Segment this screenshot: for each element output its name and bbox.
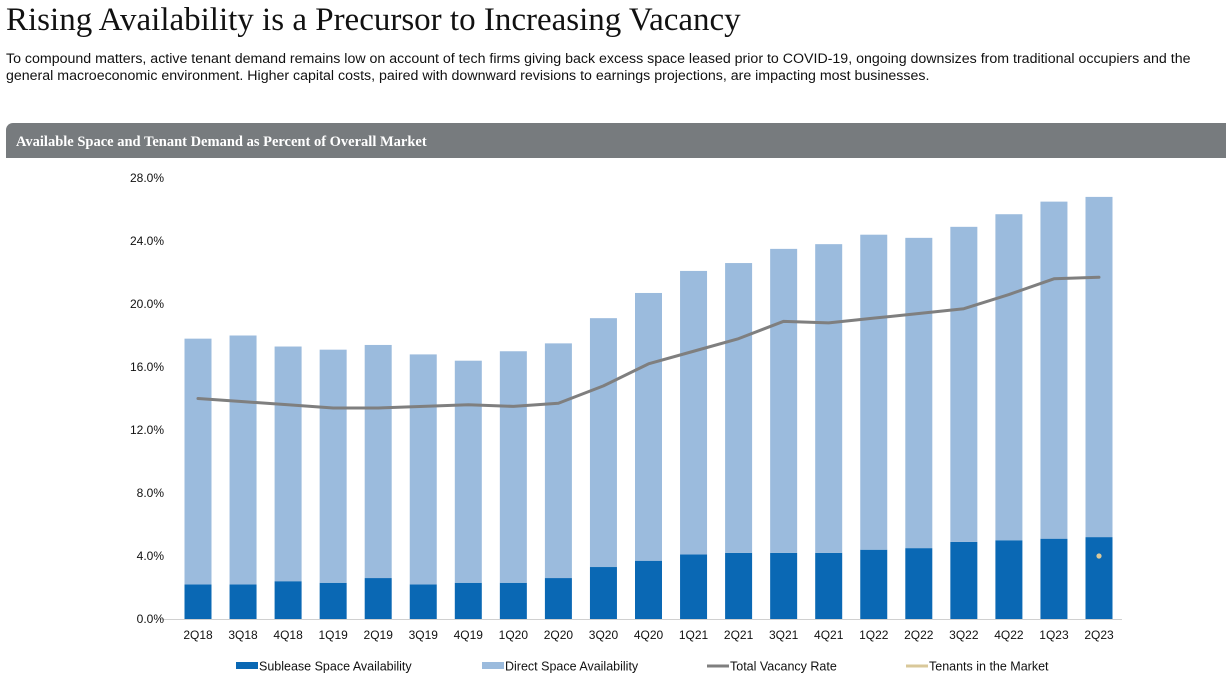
line-total-vacancy-rate (196, 275, 1101, 410)
bar-direct-2Q20 (544, 343, 572, 579)
page-title: Rising Availability is a Precursor to In… (6, 2, 741, 38)
y-tick-label: 8.0% (137, 486, 165, 500)
bar-direct-4Q22 (995, 214, 1023, 541)
bar-sublease-3Q19 (409, 584, 437, 619)
x-tick-label: 2Q23 (1084, 628, 1114, 642)
y-tick-label: 16.0% (130, 360, 164, 374)
x-tick-label: 4Q18 (273, 628, 303, 642)
legend-item: Direct Space Availability (482, 660, 639, 673)
bar-sublease-2Q22 (905, 548, 933, 619)
page-subtitle: To compound matters, active tenant deman… (6, 51, 1191, 84)
x-tick-label: 1Q21 (679, 628, 709, 642)
x-tick-label: 1Q22 (859, 628, 889, 642)
y-tick-label: 20.0% (130, 297, 164, 311)
x-tick-label: 2Q18 (183, 628, 213, 642)
axes-layer: 0.0% 4.0% 8.0% 12.0% 16.0% 20.0% 24.0% 28.0% 2Q1… (130, 171, 1122, 642)
bar-direct-4Q19 (454, 360, 482, 583)
legend: Sublease Space Availability Direct Space … (236, 660, 1049, 673)
bar-sublease-3Q18 (229, 584, 257, 619)
y-tick-label: 24.0% (130, 234, 164, 248)
legend-item: Tenants in the Market (906, 660, 1049, 673)
bar-direct-2Q22 (905, 237, 933, 549)
legend-label: Tenants in the Market (929, 660, 1049, 673)
x-tick-label: 1Q20 (499, 628, 529, 642)
bar-sublease-2Q23 (1085, 537, 1113, 619)
x-tick-label: 3Q18 (228, 628, 258, 642)
bar-direct-1Q21 (680, 270, 708, 555)
legend-label: Sublease Space Availability (259, 660, 412, 673)
bar-sublease-4Q21 (815, 552, 843, 619)
bar-layer (184, 196, 1113, 619)
bar-sublease-1Q23 (1040, 538, 1068, 619)
bar-sublease-1Q20 (499, 582, 527, 619)
bar-sublease-3Q22 (950, 541, 978, 619)
bar-direct-1Q19 (319, 349, 347, 583)
marker-tenants-in-market-2Q23 (1096, 553, 1102, 559)
bar-direct-2Q21 (725, 263, 753, 553)
bar-sublease-2Q19 (364, 578, 392, 619)
bar-direct-3Q19 (409, 354, 437, 585)
bar-sublease-4Q18 (274, 581, 302, 619)
legend-item: Sublease Space Availability (236, 660, 412, 673)
bar-sublease-1Q19 (319, 582, 347, 619)
chart-title: Available Space and Tenant Demand as Per… (16, 134, 427, 150)
legend-item: Total Vacancy Rate (707, 660, 837, 673)
y-tick-label: 4.0% (137, 549, 165, 563)
chart-canvas: 0.0% 4.0% 8.0% 12.0% 16.0% 20.0% 24.0% 28.0% 2Q1… (130, 171, 1122, 673)
x-tick-label: 4Q20 (634, 628, 664, 642)
chart-title-band: Available Space and Tenant Demand as Per… (6, 123, 1226, 158)
bar-sublease-1Q22 (860, 549, 888, 619)
legend-swatch (236, 662, 258, 669)
bar-direct-4Q21 (815, 244, 843, 553)
bar-direct-1Q23 (1040, 201, 1068, 539)
legend-label: Total Vacancy Rate (730, 660, 837, 673)
x-tick-label: 1Q19 (318, 628, 348, 642)
bar-direct-3Q18 (229, 335, 257, 585)
bar-direct-2Q23 (1085, 196, 1113, 538)
legend-label: Direct Space Availability (505, 660, 639, 673)
y-tick-label: 0.0% (137, 612, 165, 626)
bar-sublease-3Q21 (770, 552, 798, 619)
bar-direct-3Q21 (770, 248, 798, 553)
bar-sublease-4Q19 (454, 582, 482, 619)
x-tick-label: 3Q20 (589, 628, 619, 642)
bar-direct-1Q20 (499, 351, 527, 583)
bar-direct-4Q20 (635, 292, 662, 561)
line-layer (196, 275, 1102, 559)
x-tick-label: 4Q21 (814, 628, 844, 642)
x-tick-label: 1Q23 (1039, 628, 1069, 642)
x-tick-label: 3Q21 (769, 628, 799, 642)
bar-sublease-2Q21 (725, 552, 753, 619)
y-tick-label: 28.0% (130, 171, 164, 185)
legend-swatch (482, 662, 504, 669)
bar-sublease-4Q20 (635, 560, 662, 619)
x-tick-label: 4Q22 (994, 628, 1024, 642)
bar-sublease-1Q21 (680, 554, 708, 619)
x-tick-label: 3Q22 (949, 628, 979, 642)
x-tick-label: 3Q19 (409, 628, 439, 642)
bar-sublease-4Q22 (995, 540, 1023, 619)
y-tick-label: 12.0% (130, 423, 164, 437)
x-tick-label: 2Q19 (364, 628, 394, 642)
bar-direct-2Q19 (364, 344, 392, 579)
bar-direct-2Q18 (184, 338, 212, 585)
x-tick-label: 2Q20 (544, 628, 574, 642)
x-tick-label: 4Q19 (454, 628, 484, 642)
x-tick-label: 2Q22 (904, 628, 934, 642)
bar-sublease-2Q20 (544, 578, 572, 619)
bar-sublease-3Q20 (589, 567, 617, 619)
bar-direct-4Q18 (274, 346, 302, 582)
bar-sublease-2Q18 (184, 584, 212, 619)
bar-direct-3Q22 (950, 226, 978, 542)
bar-direct-1Q22 (860, 234, 888, 550)
bar-direct-3Q20 (589, 318, 617, 568)
x-tick-label: 2Q21 (724, 628, 754, 642)
